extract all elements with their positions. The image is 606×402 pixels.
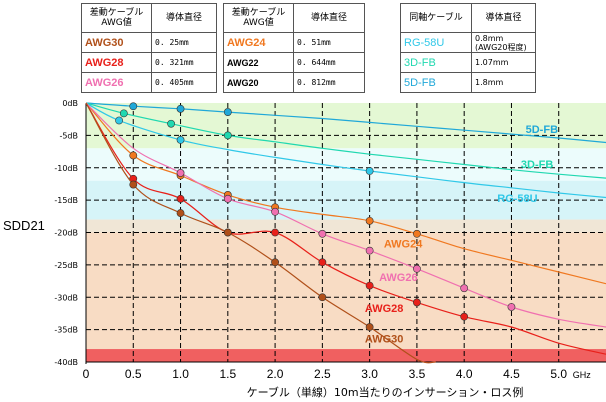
- series-label-awg28: AWG28: [365, 303, 404, 315]
- awg-mid-row-2-dia: 0. 812mm: [293, 72, 365, 93]
- series-line-awg24: [85, 102, 606, 285]
- y-tick-label: -35dB: [54, 326, 78, 335]
- x-tick-label: 3.0: [361, 367, 378, 381]
- y-tick-label: 0dB: [62, 99, 78, 108]
- data-point-3d-fb: [119, 109, 128, 118]
- x-tick-label: 3.5: [409, 367, 426, 381]
- y-axis-title: SDD21: [3, 218, 45, 233]
- x-axis-title: ケーブル（単線）10m当たりのインサーション・ロス例: [247, 385, 524, 399]
- data-point-awg30: [129, 180, 138, 189]
- coax-table: 同軸ケーブル 導体直径 RG-58U 0.8mm (AWG20程度) 3D-FB…: [400, 3, 536, 93]
- band-5: [86, 349, 606, 362]
- data-point-3d-fb: [167, 119, 175, 128]
- data-point-awg30: [365, 323, 374, 331]
- data-point-awg30: [318, 293, 327, 302]
- x-tick-label: 5.0: [550, 367, 567, 381]
- series-line-awg28: [85, 102, 606, 355]
- y-tick-label: -30dB: [54, 293, 78, 302]
- x-tick-label: 2.0: [267, 367, 284, 381]
- coax-row-2-dia: 1.8mm: [471, 72, 536, 93]
- awg-left-header-dia: 導体直径: [151, 3, 217, 33]
- x-tick-label: 2.5: [314, 367, 331, 381]
- series-line-5d-fb: [85, 102, 606, 144]
- band-3: [86, 219, 606, 233]
- x-tick-label: 1.5: [219, 367, 236, 381]
- data-point-awg28: [318, 258, 327, 267]
- series-label-rg-58u: RG-58U: [497, 193, 537, 205]
- data-point-awg26: [413, 264, 421, 273]
- band-4: [86, 232, 606, 350]
- data-point-5d-fb: [176, 104, 185, 113]
- data-point-rg-58u: [176, 136, 185, 144]
- x-tick-label: 4.0: [456, 367, 473, 381]
- data-point-awg28: [271, 228, 279, 237]
- band-1: [86, 148, 606, 181]
- x-tick-label: 0: [83, 367, 90, 381]
- data-point-awg30: [176, 209, 185, 217]
- data-point-3d-fb: [223, 131, 232, 140]
- coax-row-2-type: 5D-FB: [400, 72, 472, 93]
- y-tick-label: -5dB: [59, 131, 78, 140]
- x-unit-label: GHz: [573, 370, 592, 380]
- series-line-3d-fb: [85, 102, 606, 179]
- awg-left-header-awg: 差動ケーブル AWG値: [81, 3, 152, 33]
- data-point-awg26: [507, 303, 516, 311]
- data-point-awg24: [365, 216, 374, 225]
- data-point-awg26: [365, 246, 374, 255]
- data-point-awg26: [223, 194, 232, 203]
- data-point-5d-fb: [129, 102, 138, 111]
- series-label-5d-fb: 5D-FB: [526, 124, 558, 136]
- x-tick-label: 4.5: [503, 367, 520, 381]
- awg-mid-row-0-awg: AWG24: [223, 32, 294, 53]
- awg-mid-header-awg: 差動ケーブル AWG値: [223, 3, 294, 33]
- data-point-awg28: [460, 312, 469, 321]
- y-tick-label: -20dB: [54, 229, 78, 238]
- awg-mid-header-dia: 導体直径: [293, 3, 365, 33]
- series-label-awg26: AWG26: [379, 272, 418, 284]
- data-point-rg-58u: [365, 167, 374, 175]
- awg-left-row-2-awg: AWG26: [81, 72, 152, 93]
- data-point-5d-fb: [223, 108, 232, 116]
- data-point-awg26: [176, 169, 185, 177]
- series-label-awg30: AWG30: [365, 334, 404, 346]
- data-point-awg30: [271, 258, 279, 267]
- awg-mid-row-1-dia: 0. 644mm: [293, 52, 365, 73]
- series-label-awg24: AWG24: [384, 238, 423, 250]
- coax-row-0-dia: 0.8mm (AWG20程度): [471, 32, 536, 53]
- x-tick-label: 1.0: [172, 367, 189, 381]
- y-tick-label: -25dB: [54, 261, 78, 270]
- data-point-awg30: [223, 228, 232, 237]
- x-tick-label: 0.5: [125, 367, 142, 381]
- series-label-3d-fb: 3D-FB: [521, 159, 553, 171]
- data-point-awg24: [413, 229, 421, 238]
- data-point-awg26: [460, 284, 469, 293]
- data-point-awg24: [129, 151, 138, 160]
- y-tick-label: -40dB: [54, 358, 78, 367]
- data-point-rg-58u: [115, 116, 123, 125]
- data-point-awg28: [365, 281, 374, 290]
- data-point-awg26: [318, 229, 327, 238]
- y-tick-label: -10dB: [54, 164, 78, 173]
- awg-left-row-2-dia: 0. 405mm: [151, 72, 217, 93]
- series-line-rg-58u: [85, 102, 606, 199]
- awg-table-mid: 差動ケーブル AWG値 導体直径 AWG24 0. 51mm AWG22 0. …: [223, 3, 365, 93]
- data-point-awg26: [271, 207, 279, 216]
- data-point-awg28: [176, 194, 185, 203]
- data-point-awg28: [413, 298, 421, 307]
- awg-table-left: 差動ケーブル AWG値 導体直径 AWG30 0. 25mm AWG28 0. …: [81, 3, 217, 93]
- y-tick-label: -15dB: [54, 196, 78, 205]
